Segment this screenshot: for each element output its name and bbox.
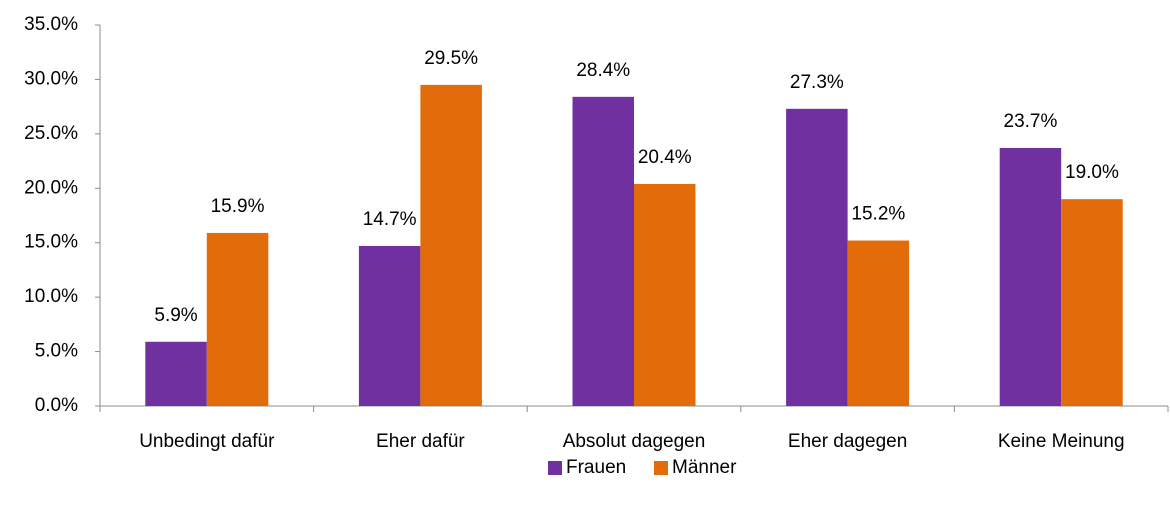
bar xyxy=(634,183,696,406)
bar xyxy=(420,84,482,406)
bar xyxy=(847,240,910,406)
bar xyxy=(999,148,1062,406)
y-tick-label: 0.0% xyxy=(35,395,78,416)
data-label: 5.9% xyxy=(154,305,197,326)
y-tick-label: 5.0% xyxy=(35,341,78,362)
data-label: 20.4% xyxy=(638,147,692,168)
y-tick-label: 10.0% xyxy=(24,286,78,307)
x-tick-label: Eher dagegen xyxy=(788,431,907,452)
data-label: 28.4% xyxy=(576,60,630,81)
x-tick-label: Keine Meinung xyxy=(998,431,1125,452)
y-tick-label: 30.0% xyxy=(24,68,78,89)
legend-label: Männer xyxy=(672,457,737,478)
legend-label: Frauen xyxy=(566,457,626,478)
x-tick-label: Absolut dagegen xyxy=(563,431,706,452)
y-tick-label: 25.0% xyxy=(24,123,78,144)
bar xyxy=(1061,199,1123,406)
x-tick-label: Unbedingt dafür xyxy=(139,431,275,452)
x-tick-label: Eher dafür xyxy=(376,431,465,452)
y-tick-label: 35.0% xyxy=(24,14,78,35)
bar xyxy=(358,245,421,406)
bar xyxy=(206,232,269,406)
legend-swatch xyxy=(548,461,562,475)
data-label: 15.2% xyxy=(851,204,905,225)
data-label: 27.3% xyxy=(790,72,844,93)
bar xyxy=(145,341,207,406)
y-tick-label: 15.0% xyxy=(24,232,78,253)
data-label: 23.7% xyxy=(1004,111,1058,132)
bar xyxy=(786,108,848,406)
legend-swatch xyxy=(654,461,668,475)
data-label: 15.9% xyxy=(211,196,265,217)
data-label: 14.7% xyxy=(363,209,417,230)
y-tick-label: 20.0% xyxy=(24,177,78,198)
data-label: 29.5% xyxy=(424,48,478,69)
bar xyxy=(572,96,634,407)
data-label: 19.0% xyxy=(1065,162,1119,183)
